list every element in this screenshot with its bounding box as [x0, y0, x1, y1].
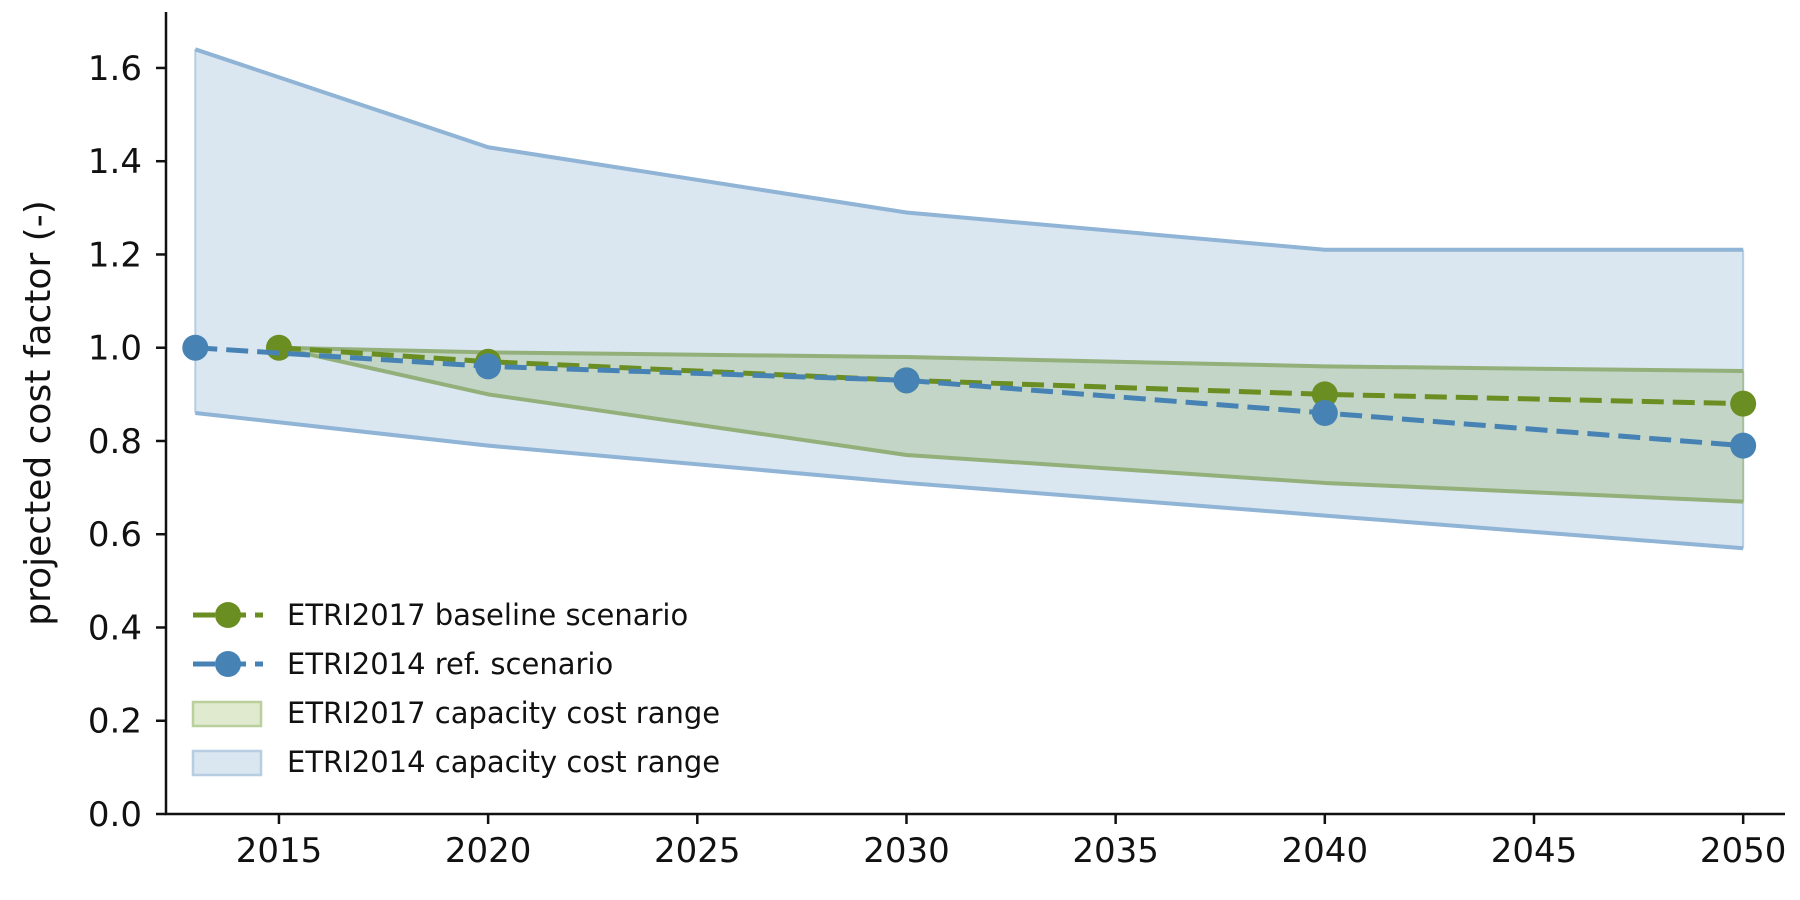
x-tick-label-2020: 2020	[445, 831, 532, 871]
etri2017-baseline-scenario-point-2015	[265, 334, 292, 361]
legend-etri2017-baseline-scenario-swatch-marker	[215, 602, 241, 628]
y-tick-label-0.6: 0.6	[88, 515, 142, 555]
etri2017-baseline-scenario-point-2050	[1730, 390, 1757, 417]
y-axis-label: projected cost factor (-)	[18, 200, 59, 626]
etri2017-capacity-cost-range-upper-edge	[278, 345, 1744, 374]
y-tick-label-0.0: 0.0	[88, 795, 142, 835]
x-tick-label-2035: 2035	[1072, 831, 1159, 871]
etri2014-ref-scenario-point-2020	[475, 353, 502, 380]
x-tick-label-2040: 2040	[1282, 831, 1369, 871]
y-tick-label-0.8: 0.8	[88, 422, 142, 462]
etri2017-capacity-cost-range-band	[278, 347, 1744, 502]
x-tick-label-2050: 2050	[1700, 831, 1787, 871]
x-tick-label-2015: 2015	[236, 831, 323, 871]
legend: ETRI2017 baseline scenario ETRI2014 ref. …	[191, 598, 720, 779]
etri2014-capacity-cost-range-upper-edge	[194, 47, 1744, 252]
x-tick-label-2030: 2030	[863, 831, 950, 871]
y-tick-label-0.2: 0.2	[88, 702, 142, 742]
etri2014-ref-scenario-point-2050	[1730, 432, 1757, 459]
y-tick-label-1.4: 1.4	[88, 142, 142, 182]
legend-etri2017-capacity-cost-range-label: ETRI2017 capacity cost range	[287, 696, 720, 730]
etri2014-ref-scenario-point-2030	[893, 367, 920, 394]
axes-layer	[164, 12, 1785, 816]
legend-etri2014-capacity-cost-range-label: ETRI2014 capacity cost range	[287, 745, 720, 779]
etri2014-ref-scenario-point-2013	[182, 334, 209, 361]
y-tick-label-1.0: 1.0	[88, 329, 142, 369]
etri2014-capacity-cost-range-lower-edge	[195, 411, 1744, 551]
y-tick-label-0.4: 0.4	[88, 608, 142, 648]
series-layer	[182, 334, 1757, 459]
x-tick-label-2025: 2025	[654, 831, 741, 871]
y-tick-label-1.6: 1.6	[88, 49, 142, 89]
ranges-layer	[194, 47, 1745, 551]
ticks-layer: 2015 2020 2025 2030 2035 2040 2045 2050 0.0 0.2 0.…	[88, 49, 1787, 871]
y-tick-label-1.2: 1.2	[88, 235, 142, 275]
etri2014-ref-scenario-point-2040	[1311, 400, 1338, 426]
legend-etri2014-ref-scenario-label: ETRI2014 ref. scenario	[287, 647, 613, 681]
legend-etri2017-baseline-scenario-label: ETRI2017 baseline scenario	[287, 598, 688, 632]
etri2014-ref-scenario-line	[195, 345, 1744, 449]
legend-etri2014-capacity-cost-range-swatch-patch	[191, 749, 263, 777]
x-tick-label-2045: 2045	[1491, 831, 1578, 871]
etri2017-baseline-scenario-point-2040	[1311, 381, 1338, 408]
etri2017-capacity-cost-range-lower-edge	[278, 345, 1744, 504]
legend-etri2017-capacity-cost-range-swatch-patch	[191, 700, 263, 728]
legend-etri2014-ref-scenario-swatch-marker	[215, 651, 241, 677]
